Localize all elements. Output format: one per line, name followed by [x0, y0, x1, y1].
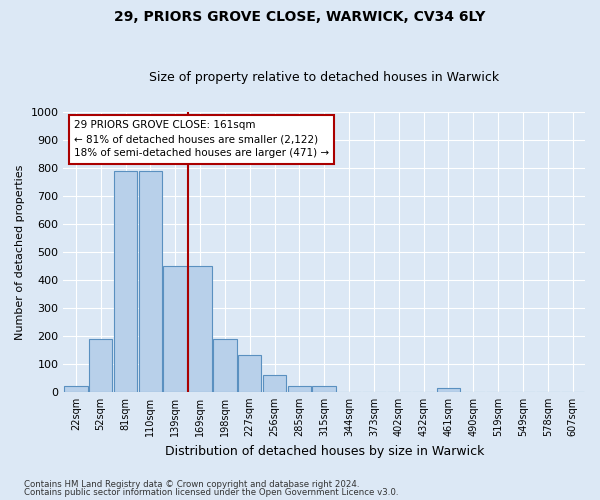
Bar — [163, 266, 187, 392]
Bar — [64, 386, 88, 392]
Bar — [114, 171, 137, 392]
Bar — [313, 386, 336, 392]
Bar — [139, 171, 162, 392]
Text: Contains HM Land Registry data © Crown copyright and database right 2024.: Contains HM Land Registry data © Crown c… — [24, 480, 359, 489]
Text: 29, PRIORS GROVE CLOSE, WARWICK, CV34 6LY: 29, PRIORS GROVE CLOSE, WARWICK, CV34 6L… — [115, 10, 485, 24]
Text: 29 PRIORS GROVE CLOSE: 161sqm
← 81% of detached houses are smaller (2,122)
18% o: 29 PRIORS GROVE CLOSE: 161sqm ← 81% of d… — [74, 120, 329, 158]
Bar — [89, 338, 112, 392]
Y-axis label: Number of detached properties: Number of detached properties — [15, 164, 25, 340]
Bar — [263, 375, 286, 392]
Title: Size of property relative to detached houses in Warwick: Size of property relative to detached ho… — [149, 72, 499, 85]
X-axis label: Distribution of detached houses by size in Warwick: Distribution of detached houses by size … — [164, 444, 484, 458]
Bar — [213, 338, 236, 392]
Bar — [437, 388, 460, 392]
Bar — [287, 386, 311, 392]
Text: Contains public sector information licensed under the Open Government Licence v3: Contains public sector information licen… — [24, 488, 398, 497]
Bar — [238, 356, 262, 392]
Bar — [188, 266, 212, 392]
